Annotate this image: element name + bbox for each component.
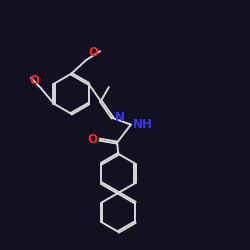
Text: O: O bbox=[30, 74, 40, 86]
Text: O: O bbox=[88, 46, 98, 59]
Text: NH: NH bbox=[133, 118, 153, 131]
Text: N: N bbox=[114, 112, 124, 124]
Text: O: O bbox=[88, 133, 98, 146]
